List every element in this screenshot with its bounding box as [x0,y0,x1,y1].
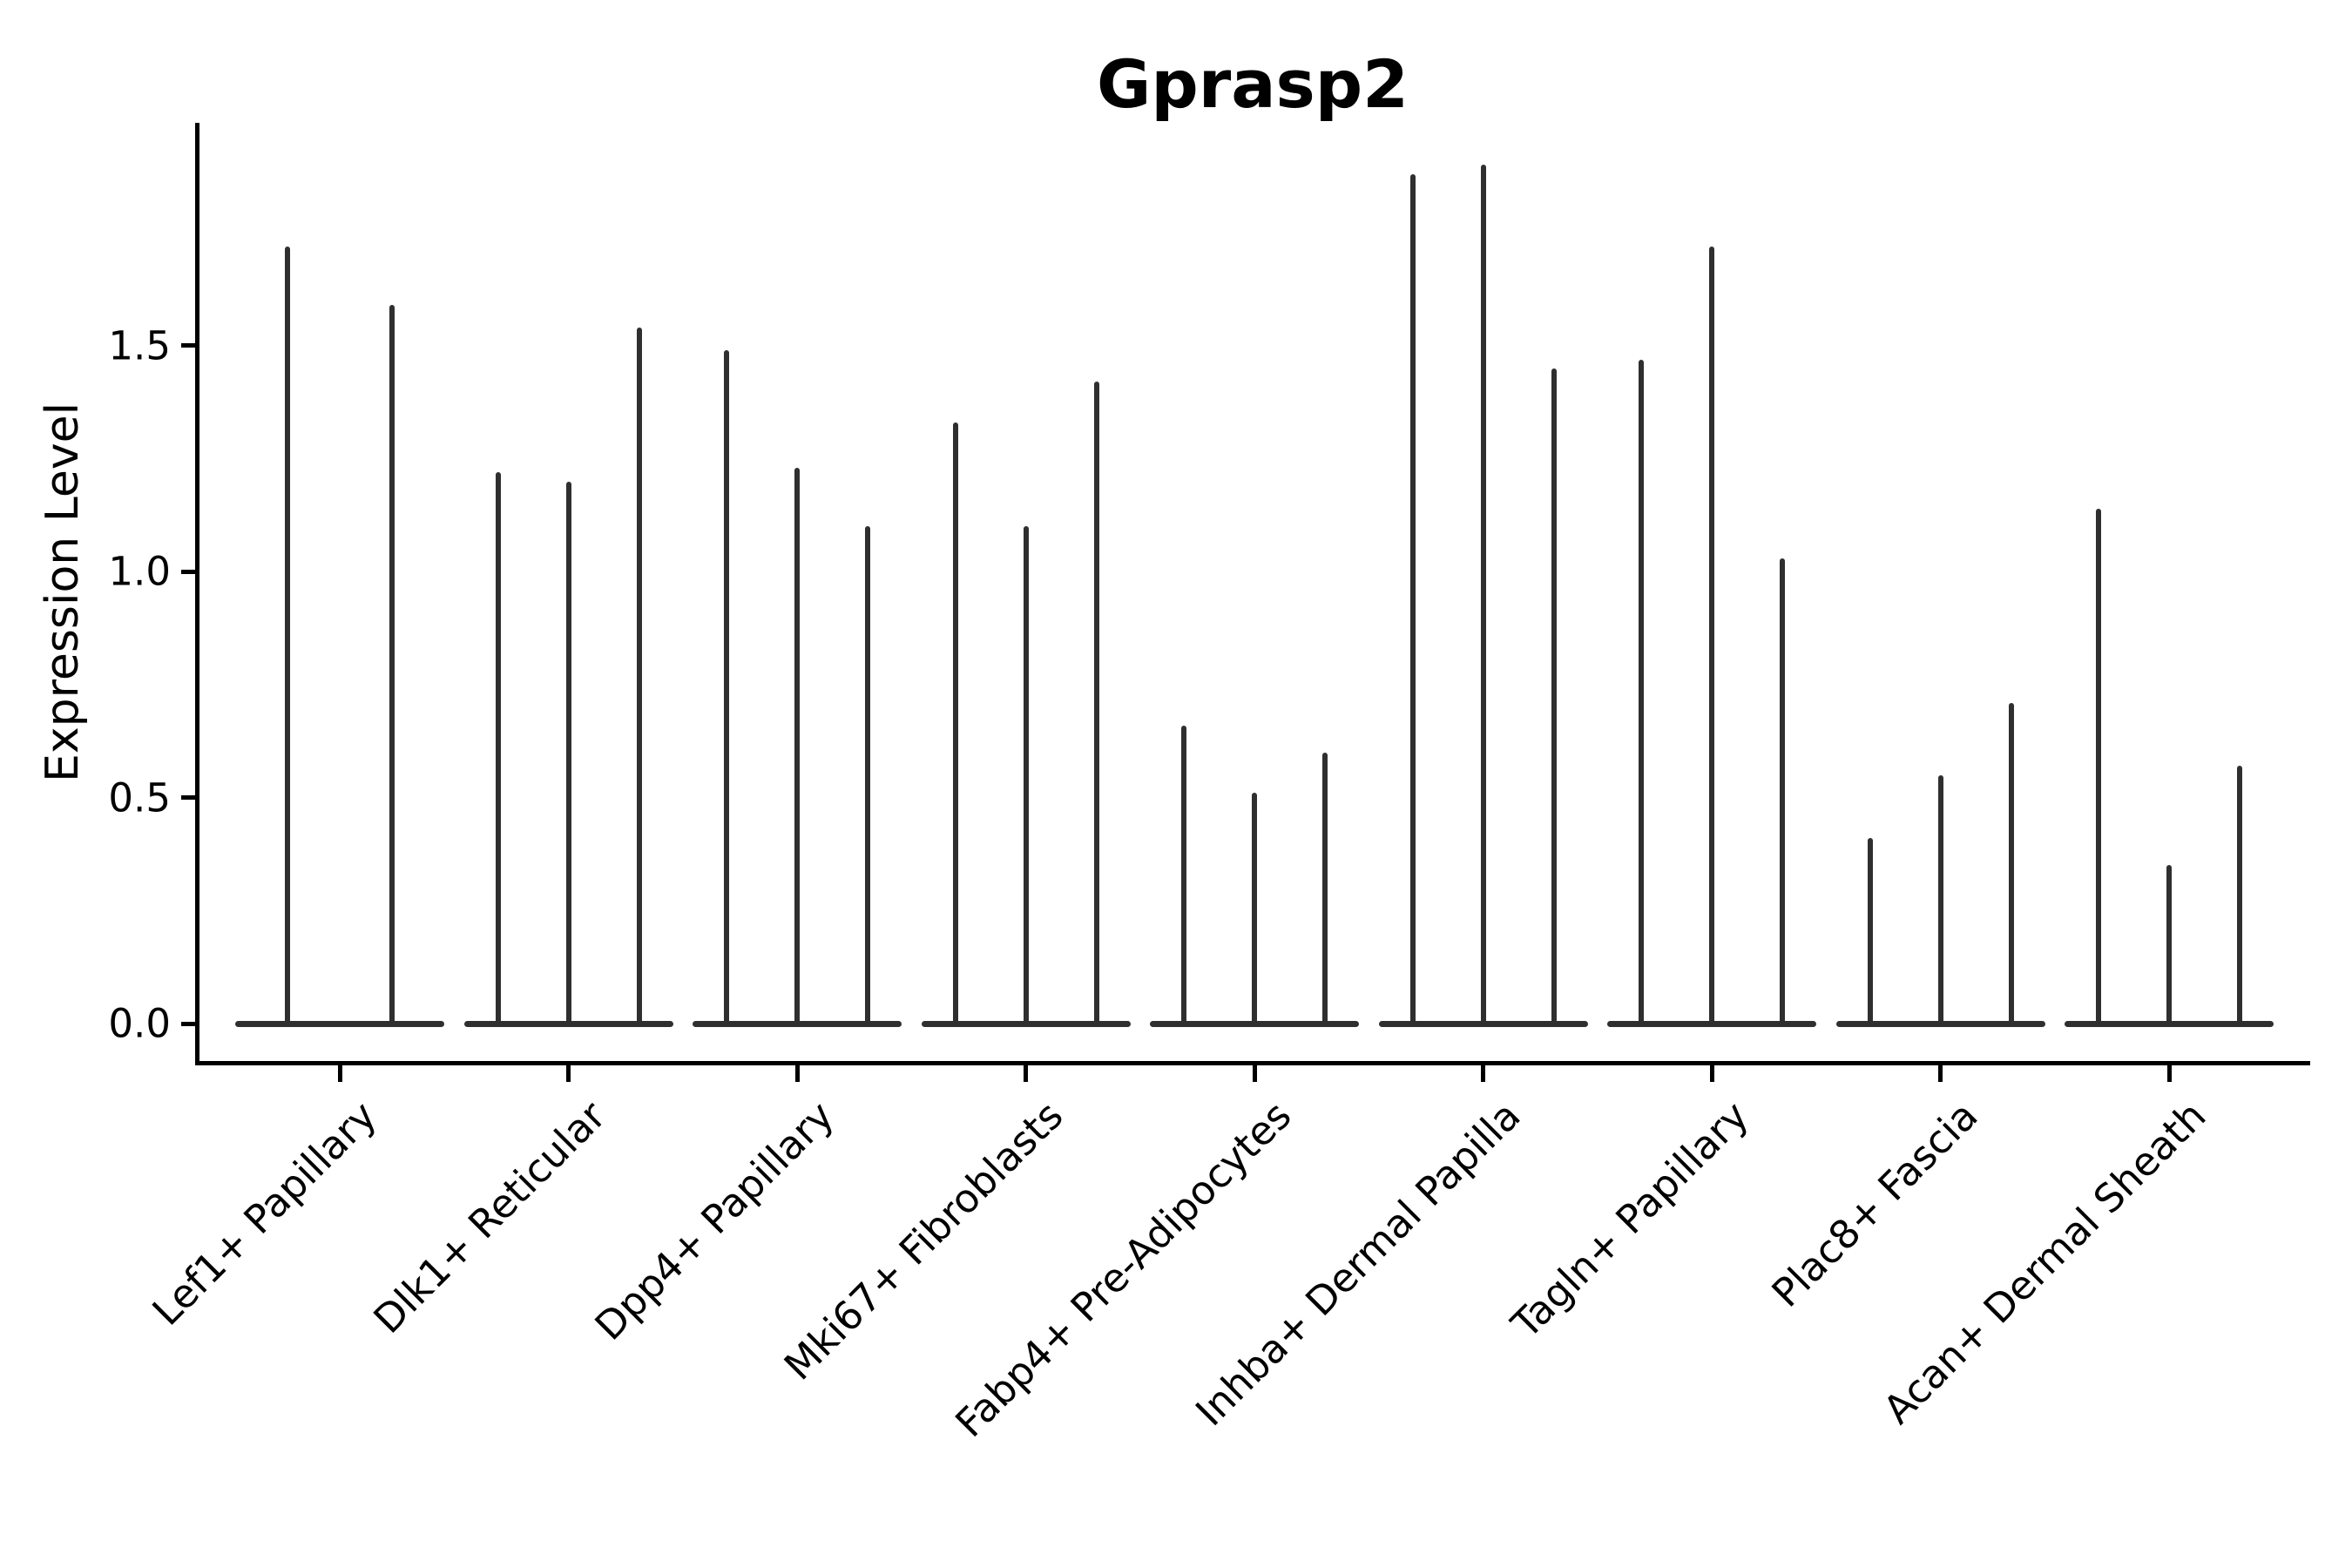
violin-spike [2237,766,2242,1025]
violin-spike [2008,702,2014,1025]
x-axis-tick [1252,1065,1257,1082]
x-axis-tick-label: Dlk1+ Reticular [364,1092,614,1342]
violin-spike [1709,246,1714,1025]
violin-spike [389,305,395,1025]
y-axis-label: Expression Level [37,402,89,783]
y-axis-tick [181,795,197,801]
violin-spike [636,328,642,1025]
violin-spike [794,467,800,1025]
x-axis-tick [1938,1065,1943,1082]
y-axis-tick-label: 1.0 [108,548,171,595]
violin-spike [2166,865,2172,1025]
violin-spike [1639,359,1644,1025]
y-axis-tick [181,343,197,348]
violin-spike [1252,793,1257,1025]
y-axis-tick [181,1021,197,1026]
violin-spike [952,422,958,1025]
y-axis-spine [195,123,199,1065]
violin-spike [1867,838,1873,1025]
y-axis-tick-label: 0.5 [108,774,171,821]
violin-spike [1023,526,1029,1025]
violin-spike [1551,368,1557,1025]
violin-spike [2096,508,2101,1025]
violin-spike [565,481,571,1025]
x-axis-tick-label: Plac8+ Fascia [1762,1092,1986,1316]
x-axis-tick [566,1065,571,1082]
x-axis-tick [1024,1065,1028,1082]
violin-spike [724,350,729,1025]
y-axis-tick-label: 1.5 [108,322,171,369]
chart-title: Gprasp2 [1096,45,1409,123]
violin-spike [1937,774,1943,1025]
violin-spike [1322,752,1328,1025]
x-axis-tick-label: Lef1+ Papillary [143,1092,386,1335]
violin-spike [1480,165,1486,1025]
violin-spike [1409,173,1416,1025]
violin-spike [865,526,870,1025]
violin-spike [1780,558,1785,1025]
x-axis-tick-label: Tagln+ Papillary [1502,1092,1758,1348]
violin-zero-baseline [235,1020,444,1027]
x-axis-tick-label: Dpp4+ Papillary [585,1092,843,1349]
x-axis-tick [337,1065,342,1082]
x-axis-tick [794,1065,800,1082]
violin-spike [285,246,290,1025]
violin-spike [495,472,501,1025]
violin-spike [1181,725,1186,1025]
x-axis-tick [1481,1065,1485,1082]
violin-spike [1093,382,1099,1025]
x-axis-tick [2166,1065,2172,1082]
y-axis-tick-label: 0.0 [108,1000,171,1047]
x-axis-spine [195,1061,2310,1065]
y-axis-tick [181,569,197,574]
x-axis-tick [1709,1065,1714,1082]
